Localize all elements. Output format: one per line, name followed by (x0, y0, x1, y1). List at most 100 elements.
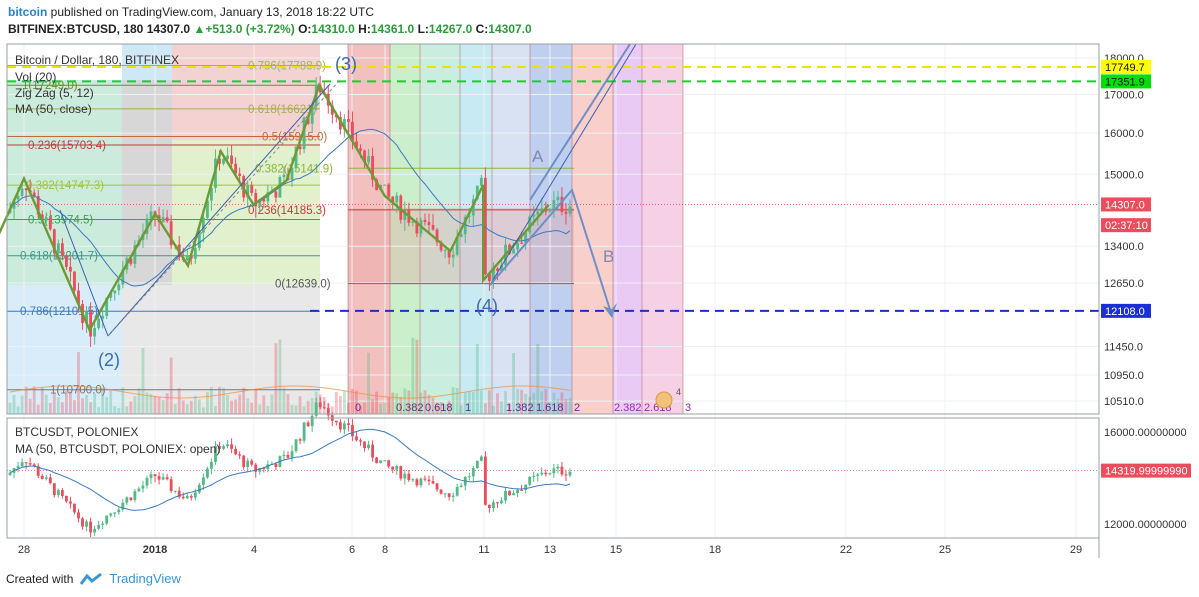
price-tag (1101, 59, 1151, 74)
volume-bar (246, 398, 250, 414)
candle-body (496, 268, 499, 271)
projection-arrow (489, 187, 613, 317)
volume-bar (548, 401, 552, 414)
volume-bar (177, 388, 181, 414)
fib-level-label: 0.618(16621) (248, 104, 317, 116)
volume-bar (105, 397, 109, 414)
trend-line (107, 83, 331, 337)
sub-candle-body (427, 479, 431, 482)
sub-candle-body (540, 472, 544, 475)
sub-candle-body (210, 461, 213, 469)
sub-candle-body (28, 463, 32, 465)
sub-candle-body (44, 477, 48, 479)
fib-level-label: 0.236(14185.3) (248, 205, 326, 217)
candle-body (117, 284, 121, 291)
price-tag (1101, 74, 1151, 89)
up-triangle-icon: ▲ (193, 22, 206, 36)
volume-bar (266, 405, 270, 414)
volume-bar (427, 394, 431, 414)
candle-body (274, 191, 278, 198)
sub-candle-body (479, 456, 483, 461)
candle-body (93, 328, 97, 337)
sub-candle-body (181, 496, 185, 499)
sub-candle-body (455, 486, 459, 496)
sub-candle-body (435, 483, 439, 490)
candle-body (512, 249, 515, 254)
sub-candle-body (73, 503, 76, 513)
fib-zone (122, 80, 172, 285)
sub-candle-body (504, 490, 507, 501)
candle-body (330, 105, 334, 115)
candle-body (40, 214, 44, 221)
wave-label: (3) (335, 54, 357, 74)
tradingview-link[interactable]: TradingView (109, 571, 181, 586)
volume-bar (371, 399, 374, 414)
sub-candle-body (411, 479, 415, 481)
y-tick-label: 17000.0 (1104, 89, 1144, 101)
candle-body (266, 192, 270, 202)
x-tick-label: 8 (382, 544, 388, 556)
candle-body (97, 318, 101, 329)
candle-body (500, 265, 503, 271)
volume-bar (210, 387, 213, 414)
y-tick-label: 10950.0 (1104, 370, 1144, 382)
volume-bar (391, 392, 395, 414)
sub-candle-body (451, 495, 455, 497)
fib-time-label: 1 (465, 402, 471, 414)
candle-body (258, 199, 262, 207)
candle-body (435, 229, 439, 243)
sub-candle-body (153, 474, 157, 477)
volume-bar (214, 406, 217, 414)
sub-candle-body (133, 491, 137, 500)
volume-bar (552, 392, 556, 414)
candle-body (387, 184, 391, 197)
sub-candle-body (161, 477, 165, 480)
sub-candle-body (306, 422, 310, 427)
sub-candle-body (101, 523, 105, 525)
volume-bar (512, 352, 515, 414)
fib-level-label: 0(12639.0) (275, 278, 331, 290)
volume-bar (403, 388, 407, 414)
candle-body (399, 195, 403, 220)
volume-bar (379, 403, 383, 414)
sub-candle-body (568, 471, 572, 476)
sub-candle-body (8, 472, 12, 475)
candle-body (310, 106, 314, 124)
candle-body (355, 141, 358, 149)
overlay-layer: (2) (3) (4) A B 4 (0, 43, 681, 511)
volume-bar (28, 398, 32, 414)
sub-candle-body (234, 448, 238, 455)
volume-bar (69, 391, 72, 414)
fib-time-zone (348, 44, 390, 414)
ohlc-line: BITFINEX:BTCUSD, 180 14307.0 ▲+513.0 (+3… (8, 22, 532, 36)
volume-bar (278, 339, 282, 414)
sub-candle-body (193, 492, 197, 498)
chart-svg[interactable]: 0 0.382 0.618 1 1.382 1.618 2 2.382 2.618 30.786(… (0, 0, 1199, 560)
vol-legend: Vol (20) (15, 70, 56, 84)
sub-candle-body (60, 490, 64, 496)
sub-candle-body (113, 512, 117, 514)
candle-body (536, 211, 540, 215)
sub-candle-body (471, 467, 475, 477)
candle-body (60, 243, 64, 256)
wave-label: (4) (476, 296, 498, 316)
candle-body (371, 156, 374, 180)
candle-body (492, 268, 495, 282)
grid-layer (7, 44, 1099, 538)
volume-bar (439, 401, 443, 414)
sub-candle-body (185, 496, 189, 499)
volume-bar (8, 402, 12, 414)
sub-candle-body (423, 478, 427, 480)
sub-candle-body (105, 515, 109, 524)
sub-candle-body (387, 460, 391, 467)
candle-body (20, 188, 24, 196)
volume-bar (270, 394, 274, 414)
volume-bar (359, 405, 362, 414)
candle-body (479, 177, 483, 186)
author-link[interactable]: bitcoin (8, 5, 48, 19)
volume-bar (56, 397, 60, 414)
fib-time-label: 0.618 (425, 402, 453, 414)
price-tag-label: 17749.7 (1105, 62, 1145, 74)
sub-candle-body (548, 473, 552, 475)
x-tick-label: 28 (18, 544, 30, 556)
